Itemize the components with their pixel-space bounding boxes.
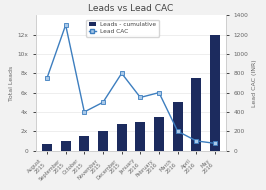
Bar	[154, 117, 164, 151]
Y-axis label: Total Leads: Total Leads	[10, 65, 14, 101]
Bar	[173, 102, 183, 151]
Legend: Leads - cumulative, Lead CAC: Leads - cumulative, Lead CAC	[86, 20, 159, 36]
Bar	[135, 122, 146, 151]
Bar	[98, 131, 108, 151]
Y-axis label: Lead CAC (INR): Lead CAC (INR)	[252, 59, 256, 107]
Bar	[210, 35, 220, 151]
Bar	[191, 78, 201, 151]
Title: Leads vs Lead CAC: Leads vs Lead CAC	[88, 4, 174, 13]
Bar	[79, 136, 89, 151]
Bar	[61, 141, 71, 151]
Bar	[42, 144, 52, 151]
Bar	[117, 124, 127, 151]
